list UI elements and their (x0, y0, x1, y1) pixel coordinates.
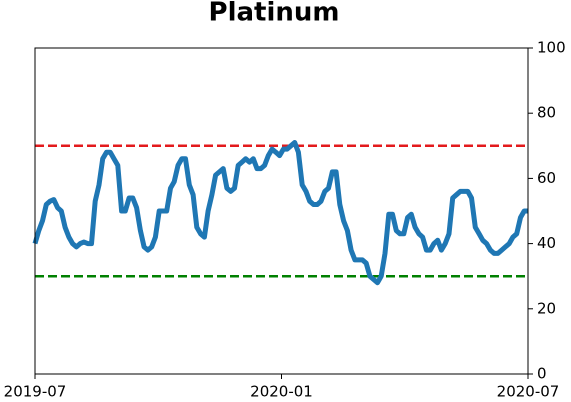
y-tick-label: 60 (537, 169, 556, 187)
y-tick-label: 40 (537, 234, 556, 252)
plot-frame (34, 47, 529, 375)
data-line (32, 140, 528, 286)
y-tick-label: 20 (537, 299, 556, 317)
x-tick-label: 2019-07 (4, 383, 67, 401)
x-tick-label: 2020-07 (497, 383, 560, 401)
y-tick-label: 0 (537, 365, 547, 383)
x-tick-label: 2020-01 (250, 383, 313, 401)
y-tick-label: 100 (537, 39, 566, 57)
y-tick-label: 80 (537, 104, 556, 122)
chart-title: Platinum (209, 0, 340, 28)
